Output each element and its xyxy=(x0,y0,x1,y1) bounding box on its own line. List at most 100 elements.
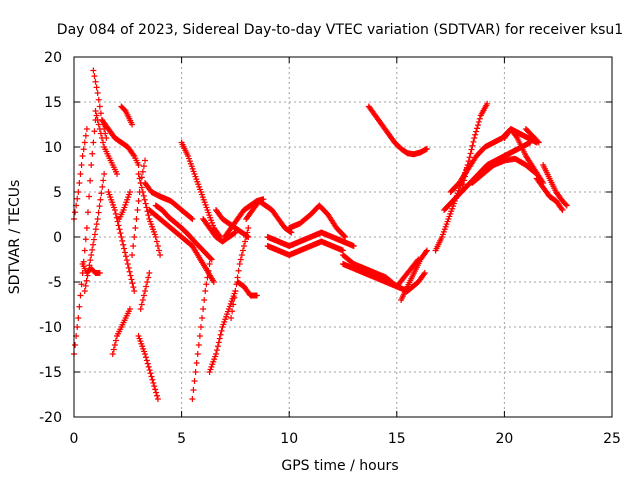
series-s28 xyxy=(264,229,357,249)
data-point xyxy=(90,139,97,146)
data-point xyxy=(88,252,95,258)
data-point xyxy=(111,207,118,213)
data-point xyxy=(423,145,430,152)
data-point xyxy=(115,222,122,229)
data-point xyxy=(138,301,145,308)
series-s33 xyxy=(398,247,430,303)
data-point xyxy=(77,171,84,177)
y-tick-label: -20 xyxy=(39,410,62,426)
data-point xyxy=(91,73,98,80)
plot-frame xyxy=(73,56,613,418)
data-point xyxy=(88,162,95,168)
data-point xyxy=(77,292,84,299)
data-point xyxy=(154,392,161,399)
data-point xyxy=(133,216,140,222)
tick-labels: 0 5 10 15 20 25 -20 -15 -10 -5 0 5 10 15 20 xyxy=(39,50,621,447)
series-s16 xyxy=(142,180,196,222)
data-point xyxy=(190,387,197,393)
data-point xyxy=(96,103,103,110)
data-point xyxy=(462,169,469,176)
data-point xyxy=(149,376,156,383)
data-point xyxy=(562,201,569,208)
data-point xyxy=(139,168,146,175)
data-point xyxy=(152,386,159,393)
data-point xyxy=(189,216,196,222)
data-point xyxy=(121,245,128,252)
data-point xyxy=(126,189,133,195)
data-point xyxy=(189,396,196,402)
data-point xyxy=(140,192,147,199)
y-tick-label: 5 xyxy=(53,185,62,201)
data-point xyxy=(135,171,142,177)
data-point xyxy=(203,281,210,288)
series-s2 xyxy=(71,126,90,222)
data-point xyxy=(563,202,570,209)
data-point xyxy=(210,279,217,285)
series-s10 xyxy=(116,189,133,222)
data-point xyxy=(206,261,213,267)
data-point xyxy=(152,234,159,240)
series-s30 xyxy=(286,202,349,240)
data-point xyxy=(95,209,102,216)
data-point xyxy=(216,335,223,342)
data-point xyxy=(74,195,81,202)
data-point xyxy=(76,180,83,186)
data-point xyxy=(92,226,99,233)
x-tick-label: 25 xyxy=(603,431,621,447)
data-point xyxy=(141,196,148,203)
series-s17 xyxy=(146,207,217,285)
data-point xyxy=(83,277,90,284)
data-point xyxy=(466,154,473,161)
data-point xyxy=(239,247,246,254)
data-point xyxy=(142,288,149,294)
data-point xyxy=(121,106,128,113)
data-point xyxy=(242,238,249,245)
series-s9 xyxy=(109,306,133,357)
data-point xyxy=(130,243,137,249)
data-point xyxy=(134,207,141,213)
data-point xyxy=(472,131,479,138)
data-point xyxy=(124,261,131,267)
data-point xyxy=(146,367,153,374)
data-point xyxy=(232,288,239,294)
data-point xyxy=(195,342,202,348)
data-point xyxy=(117,230,124,237)
data-point xyxy=(288,229,295,236)
data-point xyxy=(139,189,146,195)
data-point xyxy=(484,100,491,107)
data-point xyxy=(238,252,245,258)
data-point xyxy=(136,175,143,182)
series-s14 xyxy=(137,270,153,312)
x-tick-label: 10 xyxy=(280,431,298,447)
data-point xyxy=(237,256,244,263)
data-point xyxy=(142,157,149,164)
data-point xyxy=(75,315,82,321)
data-point xyxy=(156,247,163,254)
data-point xyxy=(74,324,81,330)
data-point xyxy=(199,315,206,321)
data-point xyxy=(81,139,88,146)
data-point xyxy=(127,272,134,279)
data-point xyxy=(96,203,103,210)
data-point xyxy=(464,162,471,168)
data-point xyxy=(86,262,93,269)
data-point xyxy=(151,383,158,390)
data-point xyxy=(188,215,195,222)
data-point xyxy=(130,284,137,291)
data-point xyxy=(94,90,101,96)
data-point xyxy=(245,225,252,231)
series-s15 xyxy=(135,333,161,402)
data-point xyxy=(93,84,100,91)
data-point xyxy=(132,225,139,231)
data-point xyxy=(420,271,427,278)
data-point xyxy=(144,279,151,285)
series-s20 xyxy=(189,261,213,402)
data-point xyxy=(231,230,238,237)
data-point xyxy=(97,130,104,137)
series-s6 xyxy=(92,108,121,177)
data-point xyxy=(140,163,147,170)
x-axis-label: GPS time / hours xyxy=(281,458,398,474)
data-point xyxy=(123,257,130,264)
data-point xyxy=(350,243,357,249)
